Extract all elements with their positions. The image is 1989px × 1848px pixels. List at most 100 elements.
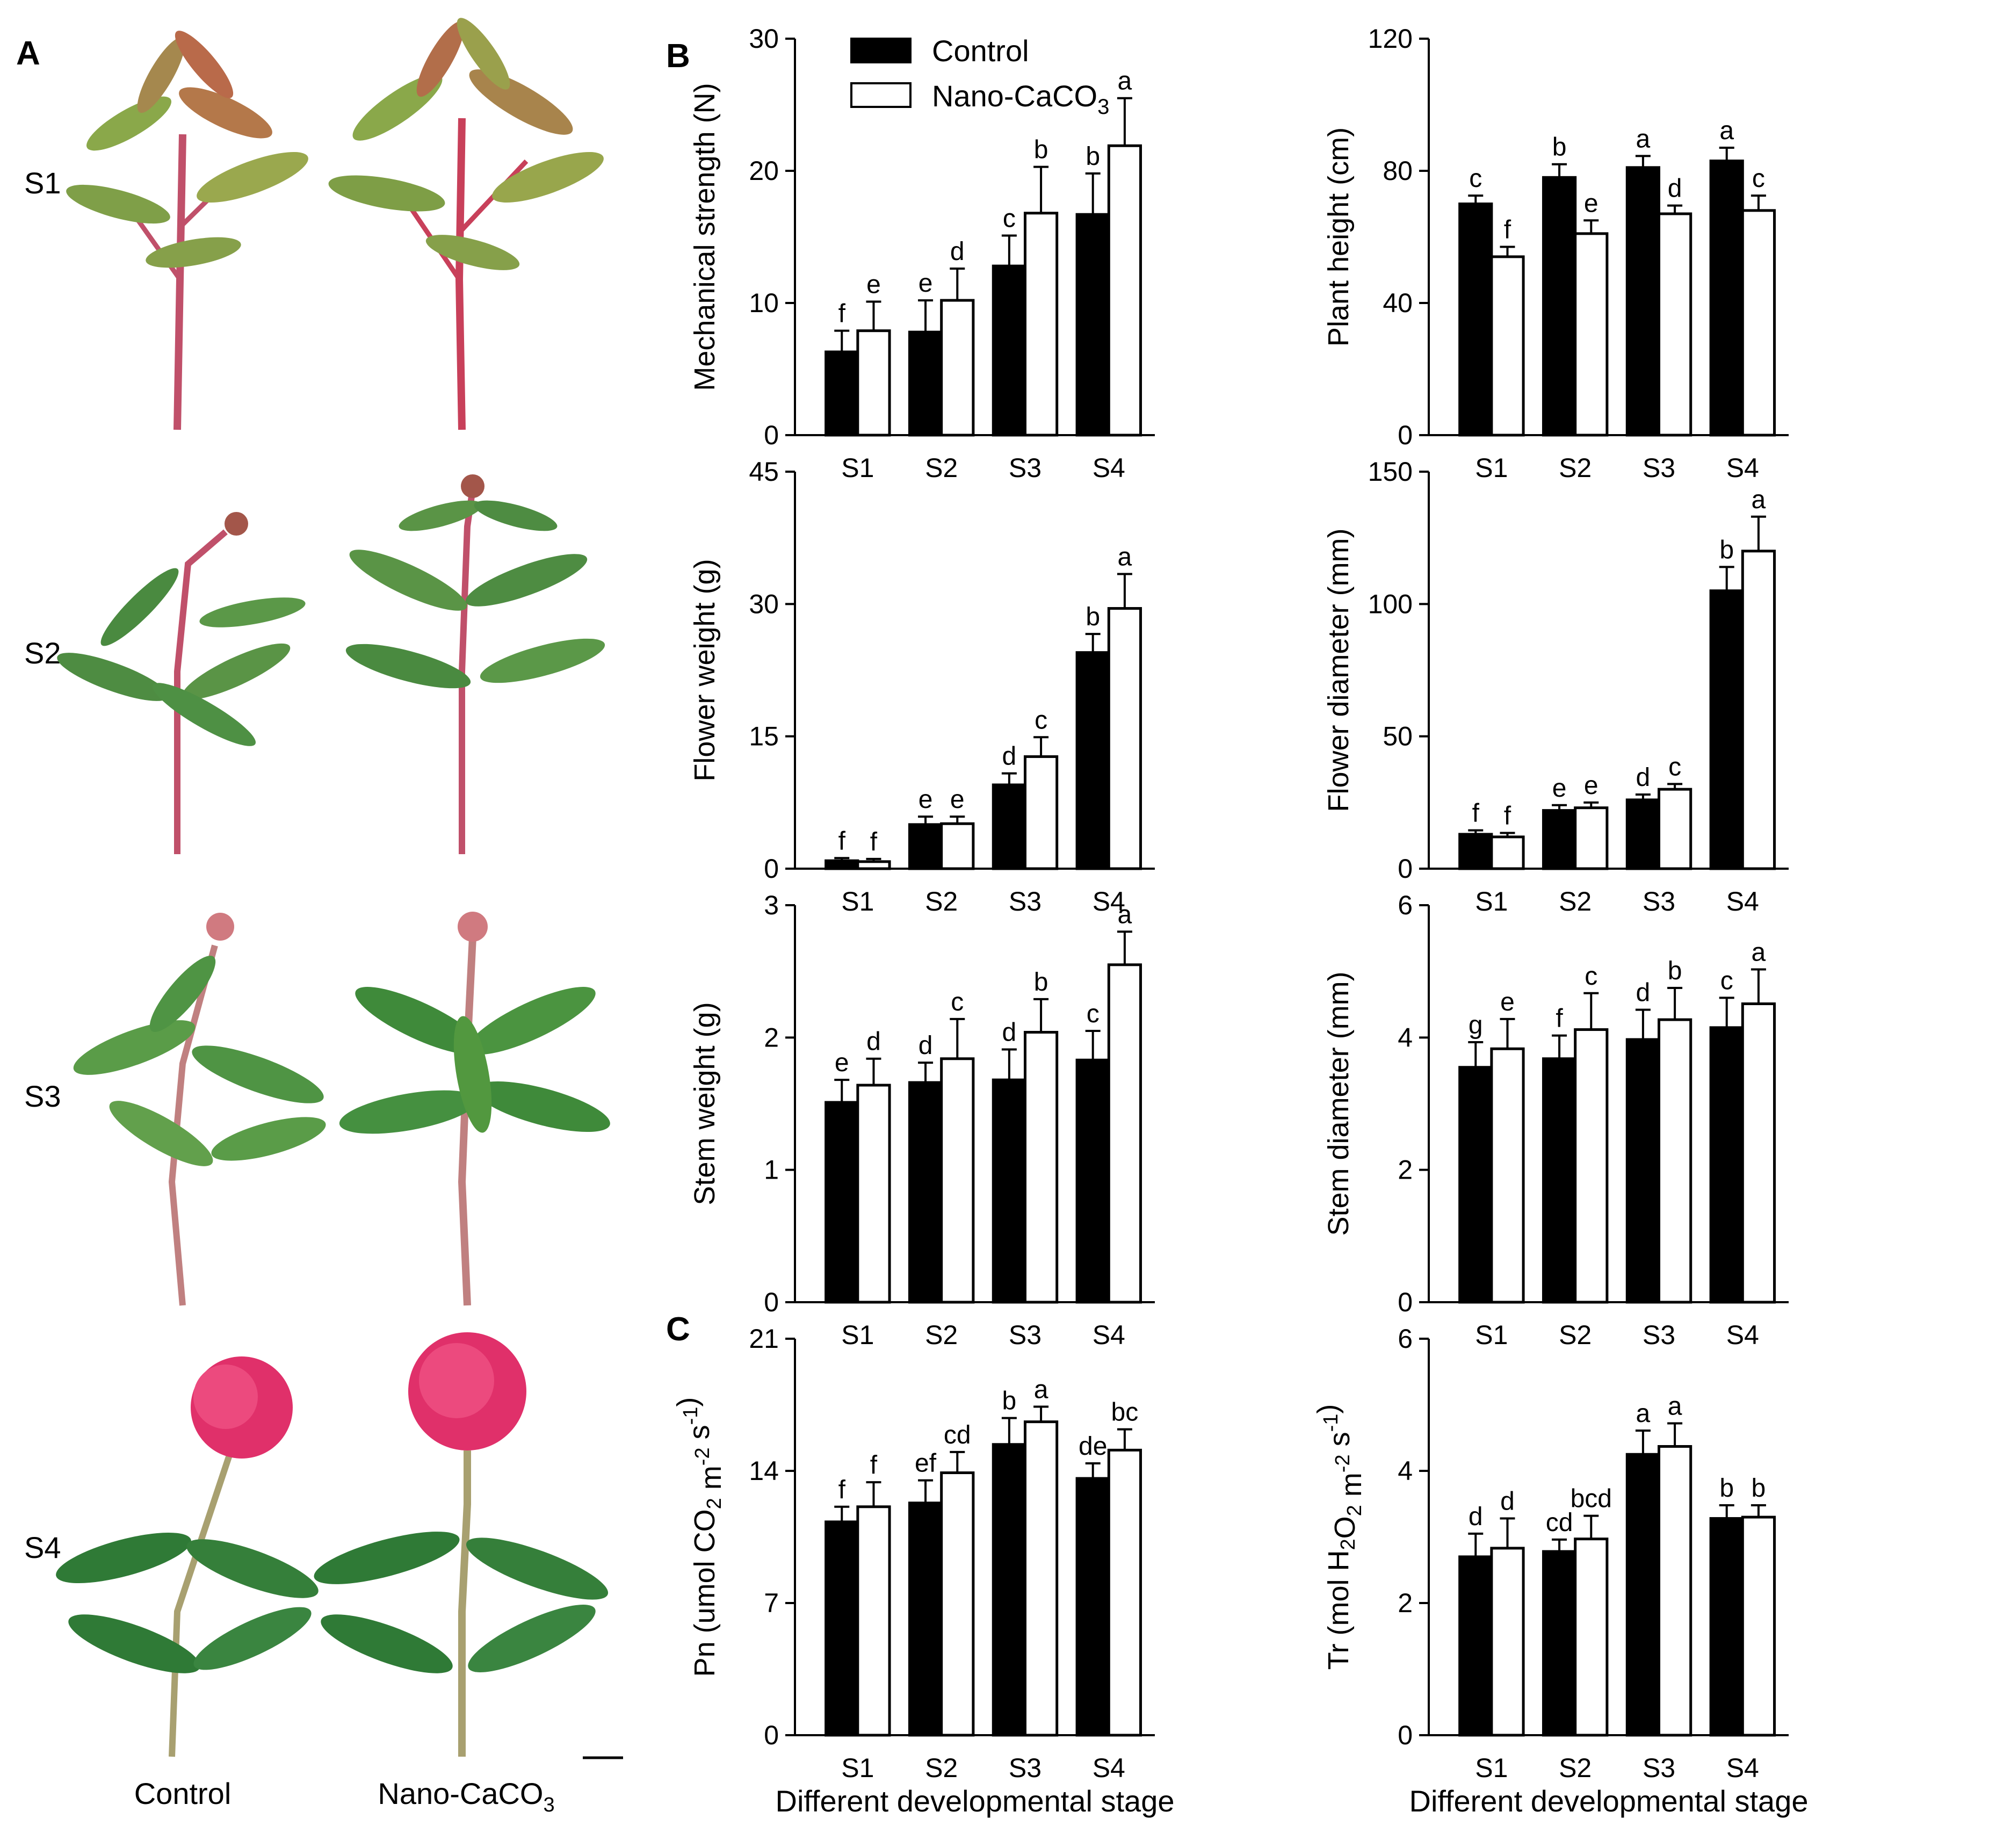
- y-axis-label: Stem diameter (mm): [1322, 971, 1355, 1236]
- bar-nano: [1490, 1547, 1525, 1737]
- significance-letter: de: [1079, 1432, 1107, 1461]
- x-tick-label: S3: [1009, 1753, 1041, 1783]
- plant-image-control-s4: [56, 1356, 319, 1757]
- x-tick-label: S4: [1726, 886, 1759, 916]
- significance-letter: c: [1087, 1000, 1100, 1028]
- significance-letter: a: [1118, 900, 1132, 929]
- significance-letter: f: [838, 300, 846, 328]
- bar-control: [1709, 1026, 1744, 1304]
- bar-nano: [1107, 144, 1142, 437]
- significance-letter: f: [1556, 1005, 1563, 1033]
- significance-letter: a: [1668, 1392, 1682, 1420]
- significance-letter: bc: [1111, 1398, 1139, 1427]
- bar-nano: [1574, 806, 1609, 870]
- significance-letter: b: [1034, 968, 1048, 997]
- significance-letter: d: [866, 1028, 881, 1056]
- y-tick-label: 80: [1383, 156, 1413, 186]
- y-tick-label: 0: [1398, 420, 1413, 450]
- significance-letter: f: [838, 1476, 846, 1504]
- bar-nano: [940, 822, 975, 870]
- bar-control: [1458, 833, 1493, 870]
- significance-letter: c: [1469, 164, 1482, 193]
- x-tick-label: S1: [841, 1753, 874, 1783]
- significance-letter: b: [1668, 957, 1682, 985]
- bar-control: [1709, 589, 1744, 870]
- y-tick-label: 0: [1398, 1720, 1413, 1750]
- significance-letter: e: [1552, 774, 1567, 803]
- y-tick-label: 150: [1368, 457, 1413, 487]
- x-tick-label: S1: [1475, 1753, 1508, 1783]
- significance-letter: d: [1668, 175, 1682, 203]
- y-tick-label: 40: [1383, 288, 1413, 318]
- stage-label-s4: S4: [24, 1531, 61, 1564]
- bar-control: [1458, 1555, 1493, 1737]
- bar-control: [1075, 1058, 1110, 1304]
- y-tick-label: 21: [749, 1324, 779, 1354]
- bar-control: [992, 783, 1026, 870]
- x-tick-label: S2: [925, 886, 958, 916]
- bar-nano: [1574, 1028, 1609, 1304]
- bar-nano: [1107, 1448, 1142, 1737]
- significance-letter: ef: [915, 1449, 937, 1478]
- significance-letter: f: [870, 828, 878, 856]
- significance-letter: b: [1752, 1474, 1766, 1503]
- y-tick-label: 2: [1398, 1588, 1413, 1618]
- x-tick-label: S2: [1559, 453, 1592, 483]
- y-tick-label: 15: [749, 721, 779, 752]
- significance-letter: d: [1002, 1019, 1017, 1047]
- bar-nano: [856, 329, 891, 437]
- chart-flowerweight: 0 15 30 45 Flower weight (g) S1 f f S2 e e S3 dc S4 b a: [689, 457, 1155, 916]
- bar-control: [908, 823, 943, 870]
- y-tick-label: 2: [1398, 1155, 1413, 1185]
- stage-label-s1: S1: [24, 166, 61, 200]
- significance-letter: f: [838, 827, 846, 855]
- photo-panel: S1 S2 S3 S4: [24, 18, 623, 1816]
- significance-letter: d: [1002, 742, 1017, 771]
- bar-control: [1625, 1453, 1660, 1737]
- x-tick-label: S4: [1726, 1320, 1759, 1350]
- stage-label-s3: S3: [24, 1079, 61, 1113]
- bar-nano: [1574, 1537, 1609, 1737]
- y-tick-label: 30: [749, 24, 779, 54]
- significance-letter: c: [1720, 966, 1733, 995]
- significance-letter: a: [1719, 117, 1734, 145]
- plant-image-control-s3: [73, 913, 326, 1306]
- y-tick-label: 100: [1368, 589, 1413, 619]
- significance-letter: bcd: [1571, 1485, 1612, 1513]
- significance-letter: d: [1500, 1488, 1515, 1516]
- y-axis-label: Stem weight (g): [689, 1002, 721, 1205]
- significance-letter: b: [1086, 603, 1100, 631]
- bar-control: [908, 1502, 943, 1737]
- x-tick-label: S3: [1643, 1753, 1675, 1783]
- bar-nano: [1741, 1515, 1776, 1737]
- bar-nano: [1490, 255, 1525, 437]
- bar-nano: [1023, 1420, 1059, 1737]
- chart-flowerdiam: 0 50 100 150 Flower diameter (mm) S1 f f S2 e e S3 d…: [1322, 457, 1789, 916]
- legend-swatch-nano: [850, 82, 912, 108]
- y-tick-label: 0: [1398, 1287, 1413, 1317]
- bar-control: [1625, 798, 1660, 870]
- y-tick-label: 0: [764, 854, 779, 884]
- stage-label-s2: S2: [24, 636, 61, 670]
- x-tick-label: S3: [1643, 1320, 1675, 1350]
- y-tick-label: 120: [1368, 24, 1413, 54]
- significance-letter: e: [835, 1049, 849, 1077]
- bar-control: [1709, 160, 1744, 437]
- x-tick-label: S2: [1559, 886, 1592, 916]
- y-tick-label: 50: [1383, 721, 1413, 752]
- bar-control: [908, 1081, 943, 1304]
- legend-swatch-control: [850, 38, 912, 63]
- bar-nano: [940, 1471, 975, 1737]
- significance-letter: e: [1584, 189, 1599, 218]
- x-tick-label: S2: [925, 1753, 958, 1783]
- significance-letter: c: [1003, 205, 1016, 233]
- column-label-nano: Nano-CaCO3: [378, 1777, 554, 1816]
- plant-image-nano-s3: [339, 912, 610, 1306]
- y-axis-label: Tr (mol H2O2 m-2 s-1): [1312, 1404, 1368, 1670]
- y-axis-label: Flower weight (g): [689, 559, 721, 781]
- x-tick-label: S1: [1475, 453, 1508, 483]
